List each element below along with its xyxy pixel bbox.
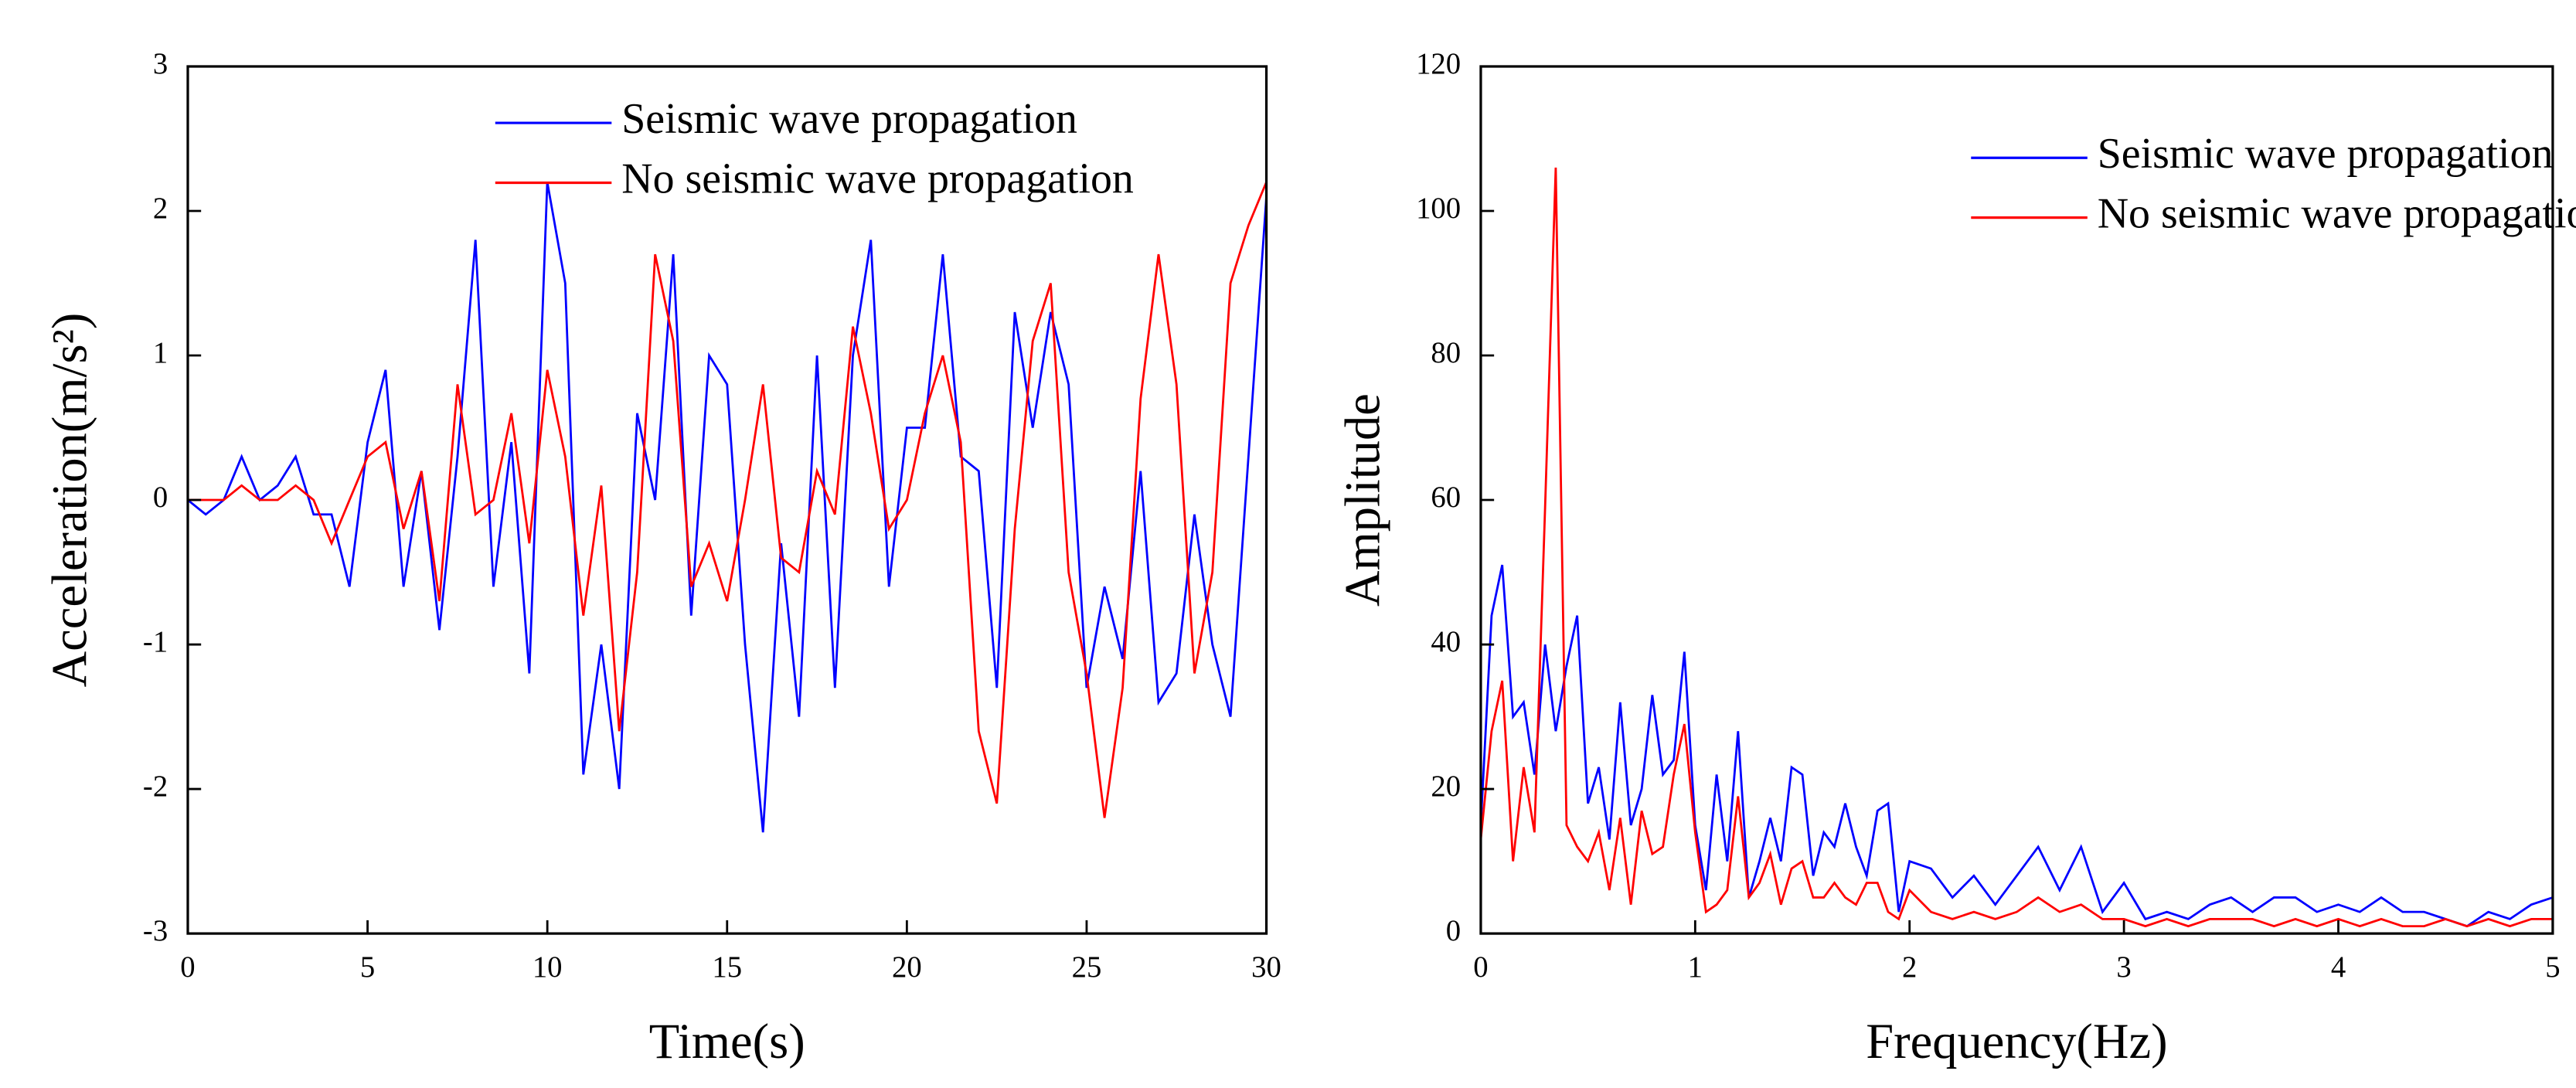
x-tick-label: 3 bbox=[2116, 951, 2131, 984]
y-tick-label: 100 bbox=[1416, 192, 1461, 225]
y-tick-label: 80 bbox=[1431, 337, 1461, 369]
y-tick-label: 3 bbox=[153, 48, 168, 80]
x-tick-label: 4 bbox=[2331, 951, 2346, 984]
x-tick-label: 0 bbox=[180, 951, 195, 984]
x-tick-label: 0 bbox=[1473, 951, 1488, 984]
y-tick-label: 0 bbox=[1446, 915, 1461, 947]
y-tick-label: 1 bbox=[153, 337, 168, 369]
y-tick-label: 60 bbox=[1431, 481, 1461, 514]
x-tick-label: 30 bbox=[1251, 951, 1281, 984]
x-tick-label: 25 bbox=[1072, 951, 1102, 984]
x-tick-label: 1 bbox=[1688, 951, 1703, 984]
y-tick-label: 20 bbox=[1431, 770, 1461, 803]
data-line bbox=[187, 182, 1268, 818]
x-tick-label: 15 bbox=[712, 951, 742, 984]
y-tick-label: 120 bbox=[1416, 48, 1461, 80]
legend-label: No seismic wave propagation bbox=[621, 155, 1134, 202]
x-tick-label: 5 bbox=[2545, 951, 2560, 984]
y-tick-label: -2 bbox=[143, 770, 168, 803]
data-line bbox=[187, 182, 1268, 833]
legend-label: Seismic wave propagation bbox=[2098, 130, 2554, 178]
data-line bbox=[1479, 167, 2553, 928]
x-axis-label: Time(s) bbox=[649, 1014, 805, 1069]
y-tick-label: 0 bbox=[153, 481, 168, 514]
x-tick-label: 20 bbox=[892, 951, 922, 984]
y-axis-label: Amplitude bbox=[1336, 393, 1390, 607]
x-tick-label: 2 bbox=[1902, 951, 1917, 984]
data-line bbox=[1479, 564, 2554, 928]
y-tick-label: -1 bbox=[143, 626, 168, 658]
y-tick-label: 2 bbox=[153, 192, 168, 225]
x-tick-label: 10 bbox=[533, 951, 563, 984]
y-tick-label: 40 bbox=[1431, 626, 1461, 658]
legend-label: No seismic wave propagation bbox=[2098, 189, 2576, 237]
x-tick-label: 5 bbox=[360, 951, 375, 984]
x-axis-label: Frequency(Hz) bbox=[1866, 1014, 2167, 1069]
y-axis-label: Acceleration(m/s²) bbox=[43, 313, 97, 688]
legend-label: Seismic wave propagation bbox=[621, 95, 1077, 143]
y-tick-label: -3 bbox=[143, 915, 168, 947]
